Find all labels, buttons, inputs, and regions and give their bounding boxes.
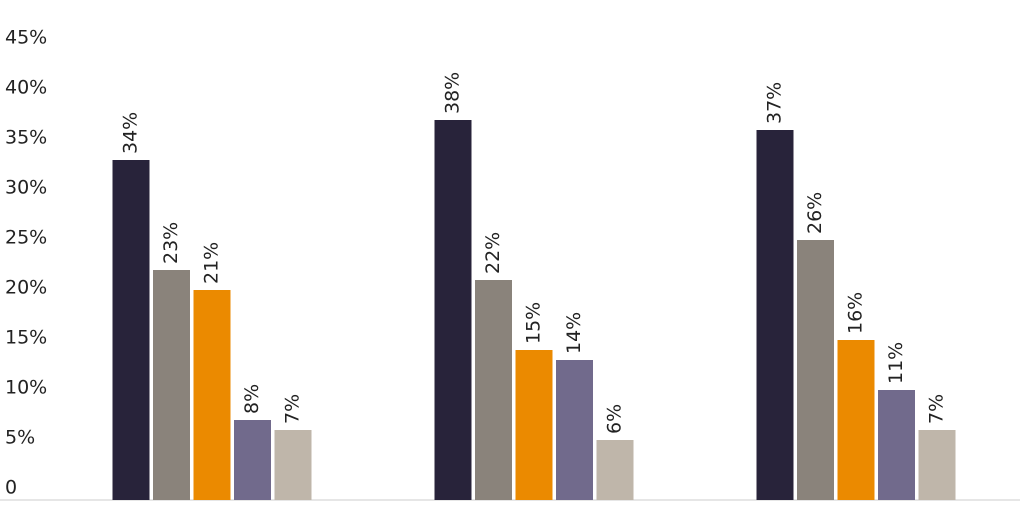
- data-label: 7%: [926, 394, 948, 424]
- y-tick-label: 30%: [5, 177, 47, 199]
- data-label: 8%: [241, 384, 263, 414]
- bar: [556, 360, 593, 500]
- data-label: 37%: [764, 82, 786, 124]
- data-label: 7%: [282, 394, 304, 424]
- y-tick-label: 10%: [5, 377, 47, 399]
- data-label: 6%: [604, 404, 626, 434]
- bar: [112, 160, 150, 500]
- data-label: 22%: [482, 232, 504, 274]
- data-label: 23%: [160, 222, 182, 264]
- bar: [153, 270, 190, 500]
- bar: [475, 280, 512, 500]
- bar: [515, 350, 553, 500]
- bar: [918, 430, 956, 500]
- y-tick-label: 20%: [5, 277, 47, 299]
- y-tick-label: 25%: [5, 227, 47, 249]
- data-label: 14%: [563, 312, 585, 354]
- y-tick-label: 0: [5, 477, 17, 499]
- data-label: 11%: [885, 342, 907, 384]
- y-tick-label: 40%: [5, 77, 47, 99]
- bar: [756, 130, 794, 500]
- bar: [434, 120, 472, 500]
- data-label: 15%: [523, 302, 545, 344]
- y-tick-label: 35%: [5, 127, 47, 149]
- data-label: 21%: [201, 242, 223, 284]
- data-label: 26%: [804, 192, 826, 234]
- bar: [878, 390, 915, 500]
- y-tick-label: 5%: [5, 427, 35, 449]
- bar: [797, 240, 834, 500]
- y-tick-label: 45%: [5, 27, 47, 49]
- bar: [274, 430, 312, 500]
- bar: [596, 440, 634, 500]
- bar: [234, 420, 271, 500]
- bar: [837, 340, 875, 500]
- y-tick-label: 15%: [5, 327, 47, 349]
- data-label: 16%: [845, 292, 867, 334]
- data-label: 38%: [442, 72, 464, 114]
- bar: [193, 290, 231, 500]
- data-label: 34%: [120, 112, 142, 154]
